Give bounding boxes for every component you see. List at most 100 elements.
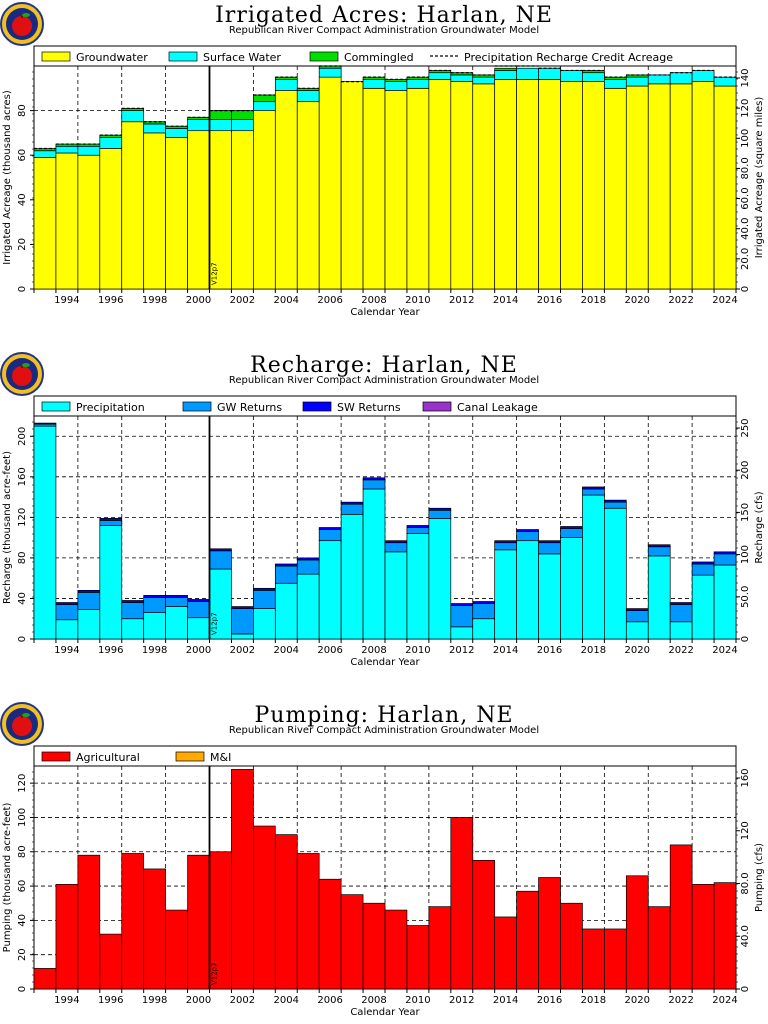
bar-segment [231,606,254,609]
bar-segment [538,67,561,80]
bar-segment [472,76,496,85]
bar-segment [713,553,737,566]
x-tick-label: 2014 [493,995,518,1006]
x-tick-label: 2018 [581,295,606,306]
legend-label: Commingled [344,51,414,64]
legend-label: Precipitation Recharge Credit Acreage [464,51,673,64]
x-tick-label: 2022 [668,295,693,306]
x-tick-label: 2008 [361,995,386,1006]
x-tick-label: 2012 [449,995,474,1006]
x-tick-label: 2016 [537,295,562,306]
chart-subtitle: Republican River Compact Administration … [228,725,540,736]
bar-segment [99,137,123,149]
bar-segment [253,608,276,640]
apple-seal-icon [0,2,44,46]
legend-swatch [309,51,339,62]
y-right-axis-label: Recharge (cfs) [754,491,765,563]
bar-segment [713,882,737,990]
legend-swatch [302,401,332,412]
y-tick-label: 80 [17,552,28,565]
bar-segment [187,617,210,640]
bar-segment [713,564,737,640]
chart-title: Irrigated Acres: Harlan, NE [215,3,553,28]
bar-segment [406,525,430,528]
bar-segment [231,633,254,640]
bar-segment [713,85,737,290]
legend-swatch [175,751,205,762]
y-right-tick-label: 0 [740,986,751,992]
bar-segment [450,626,474,640]
x-tick-label: 2010 [405,295,430,306]
bar-segment [538,553,561,640]
y-tick-label: 200 [17,427,28,446]
bar-segment [384,909,408,990]
bar-segment [55,619,79,640]
y-right-tick-label: 80.0 [740,157,751,179]
bar-segment [362,902,386,990]
bar-segment [209,548,232,552]
bar-segment [384,540,408,544]
bar-segment [428,906,452,990]
bar-segment [582,72,605,82]
y-right-tick-label: 0 [740,636,751,642]
bar-segment [340,894,364,990]
x-tick-label: 2014 [493,295,518,306]
bar-segment [340,503,364,515]
legend-label: Precipitation [76,401,145,414]
bar-segment [362,79,386,89]
bar-segment [647,74,671,85]
bar-segment [33,422,57,425]
bar-segment [604,79,627,89]
bar-segment [560,528,583,538]
bar-segment [647,83,671,290]
bar-segment [384,81,408,91]
x-tick-label: 1996 [98,295,123,306]
bar-segment [691,574,715,640]
bar-segment [274,582,298,640]
bar-segment [296,101,320,290]
y-tick-label: 120 [17,774,28,793]
bar-segment [538,542,561,555]
x-tick-label: 2016 [537,995,562,1006]
bar-segment [494,67,517,71]
legend-swatch [41,51,71,62]
y-axis-label: Irrigated Acreage (thousand acres) [2,90,13,265]
bar-segment [604,499,627,503]
bar-segment [253,110,276,290]
bar-segment [691,81,715,290]
y-tick-label: 80 [17,845,28,858]
y-right-tick-label: 100 [740,545,751,564]
bar-segment [560,526,583,529]
legend-swatch [182,401,212,412]
bar-segment [296,559,320,575]
y-right-axis-label: Pumping (cfs) [754,843,765,912]
chart-canvas: V12p7 0 20 40 60 80 Irrigated Acreage (thousan… [2,45,765,318]
bar-segment [209,119,232,132]
x-tick-label: 2006 [317,645,342,656]
bar-segment [143,612,166,640]
x-tick-label: 2002 [230,645,255,656]
bar-segment [77,589,101,593]
bar-segment [165,606,188,640]
bar-segment [55,152,79,290]
bar-segment [647,906,671,990]
chart-subtitle: Republican River Compact Administration … [228,375,540,386]
bar-segment [318,540,342,640]
bar-segment [516,531,539,542]
x-tick-label: 1994 [54,645,79,656]
x-tick-label: 2010 [405,645,430,656]
bar-segment [494,70,517,80]
bar-segment [560,81,583,290]
legend-label: Agricultural [76,751,140,764]
bar-segment [428,79,452,290]
bar-segment [340,81,364,290]
bar-segment [165,597,188,607]
y-right-tick-label: 140 [740,68,751,87]
bar-segment [362,479,386,490]
y-right-tick-label: 250 [740,418,751,437]
x-tick-label: 2012 [449,295,474,306]
bar-segment [121,853,145,990]
version-marker-label: V12p7 [211,612,219,635]
bar-segment [713,76,737,87]
chart-subtitle: Republican River Compact Administration … [228,25,540,36]
